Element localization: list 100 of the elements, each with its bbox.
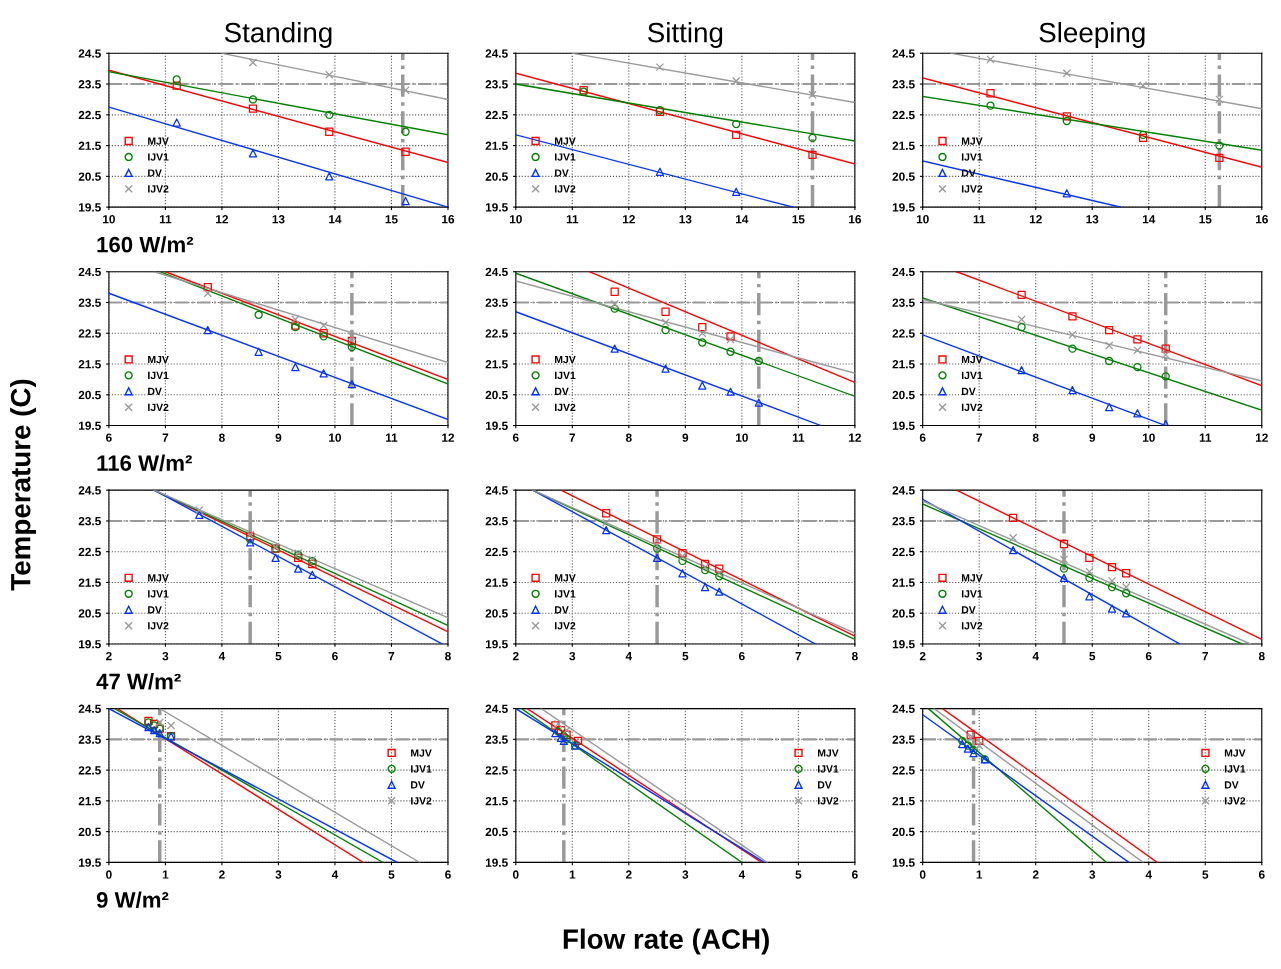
legend-label: DV: [817, 781, 832, 789]
x-tick-label: 4: [218, 652, 226, 661]
y-axis-title: Temperature (C): [10, 379, 37, 591]
x-tick-label: 2: [106, 651, 112, 661]
y-tick-label: 24.5: [892, 267, 915, 277]
y-tick-label: 22.5: [485, 766, 508, 775]
x-tick-label: 10: [509, 215, 522, 224]
y-tick-label: 24.5: [485, 704, 508, 713]
x-tick-label: 6: [1258, 870, 1265, 879]
x-tick-label: 12: [216, 215, 229, 224]
legend-label: MJV: [148, 137, 169, 145]
y-tick-label: 20.5: [892, 827, 915, 837]
x-tick-label: 10: [736, 433, 748, 442]
x-tick-label: 3: [275, 870, 282, 879]
legend-label: IJV2: [961, 622, 983, 630]
legend-label: IJV1: [1224, 765, 1246, 773]
y-tick-label: 24.5: [892, 486, 915, 495]
legend-label: IJV2: [555, 622, 576, 630]
x-tick-label: 3: [1089, 870, 1096, 879]
y-tick-label: 21.5: [485, 578, 508, 587]
x-tick-label: 15: [1199, 215, 1212, 224]
legend-label: MJV: [1224, 749, 1246, 757]
y-tick-label: 20.5: [485, 609, 508, 618]
x-tick-label: 7: [795, 652, 802, 661]
y-tick-label: 21.5: [892, 360, 915, 369]
y-tick-label: 20.5: [485, 172, 508, 181]
y-tick-label: 24.5: [485, 49, 508, 58]
y-tick-label: 22.5: [892, 329, 915, 338]
y-tick-label: 21.5: [892, 796, 915, 806]
x-tick-label: 9: [682, 433, 689, 442]
legend-label: IJV2: [817, 797, 839, 805]
legend-label: IJV1: [148, 371, 169, 380]
x-tick-label: 8: [851, 651, 858, 661]
y-tick-label: 24.5: [892, 49, 915, 58]
x-tick-label: 1: [569, 870, 576, 879]
y-tick-label: 22.5: [485, 110, 508, 120]
x-tick-label: 5: [388, 870, 395, 879]
y-tick-label: 19.5: [79, 421, 101, 430]
x-tick-label: 6: [445, 870, 451, 879]
y-tick-label: 23.5: [485, 80, 508, 89]
y-tick-label: 19.5: [79, 640, 101, 649]
legend-label: IJV2: [148, 185, 169, 193]
y-tick-label: 24.5: [485, 267, 508, 277]
y-tick-label: 21.5: [892, 141, 915, 150]
x-tick-label: 9: [275, 433, 282, 442]
x-tick-label: 13: [679, 215, 692, 224]
y-tick-label: 19.5: [892, 203, 915, 212]
y-tick-label: 24.5: [892, 704, 915, 713]
y-tick-label: 23.5: [78, 516, 101, 526]
text: 116 W/m²: [97, 454, 192, 472]
chart-title: Sitting: [648, 22, 723, 48]
y-tick-label: 23.5: [892, 80, 915, 89]
x-tick-label: 5: [275, 652, 282, 661]
y-tick-label: 22.5: [892, 110, 915, 120]
legend-label: IJV2: [411, 797, 432, 805]
legend-label: DV: [148, 606, 162, 614]
x-tick-label: 15: [792, 215, 805, 224]
y-tick-label: 19.5: [79, 858, 101, 867]
y-tick-label: 22.5: [892, 547, 915, 557]
x-tick-label: 6: [852, 870, 858, 879]
y-tick-label: 20.5: [485, 827, 508, 837]
x-tick-label: 15: [385, 215, 398, 224]
x-tick-label: 5: [1202, 870, 1209, 879]
legend-label: MJV: [555, 355, 576, 364]
x-tick-label: 7: [1202, 652, 1209, 661]
y-tick-label: 19.5: [485, 858, 508, 867]
x-tick-label: 9: [1089, 433, 1096, 442]
x-tick-label: 8: [219, 433, 225, 442]
x-tick-label: 11: [385, 433, 398, 442]
x-tick-label: 10: [916, 215, 929, 224]
y-tick-label: 23.5: [485, 298, 508, 307]
x-tick-label: 6: [739, 651, 745, 661]
y-tick-label: 23.5: [485, 735, 508, 744]
legend-label: IJV1: [555, 153, 576, 161]
x-tick-label: 7: [388, 652, 395, 661]
legend-label: DV: [1224, 781, 1239, 789]
legend-label: MJV: [555, 574, 576, 582]
y-tick-label: 23.5: [78, 735, 101, 744]
y-tick-label: 20.5: [78, 827, 101, 837]
legend-label: MJV: [961, 137, 983, 145]
legend-label: DV: [411, 781, 425, 789]
y-tick-label: 20.5: [892, 390, 915, 400]
y-tick-label: 19.5: [892, 858, 915, 867]
y-tick-label: 23.5: [892, 298, 915, 307]
y-tick-label: 19.5: [79, 203, 101, 212]
x-tick-label: 7: [976, 433, 982, 442]
legend-label: DV: [148, 387, 162, 395]
y-tick-label: 23.5: [892, 735, 915, 744]
x-tick-label: 14: [736, 215, 749, 224]
y-tick-label: 22.5: [78, 547, 101, 557]
x-tick-label: 3: [682, 870, 689, 879]
x-tick-label: 6: [512, 433, 519, 442]
legend-label: DV: [555, 169, 569, 177]
y-tick-label: 20.5: [892, 609, 915, 618]
x-tick-label: 1: [162, 870, 169, 879]
legend-label: MJV: [961, 355, 983, 364]
x-tick-label: 13: [1086, 215, 1099, 224]
legend-label: IJV2: [555, 185, 576, 193]
chart-title: Standing: [224, 22, 332, 48]
legend-label: IJV1: [961, 590, 983, 598]
